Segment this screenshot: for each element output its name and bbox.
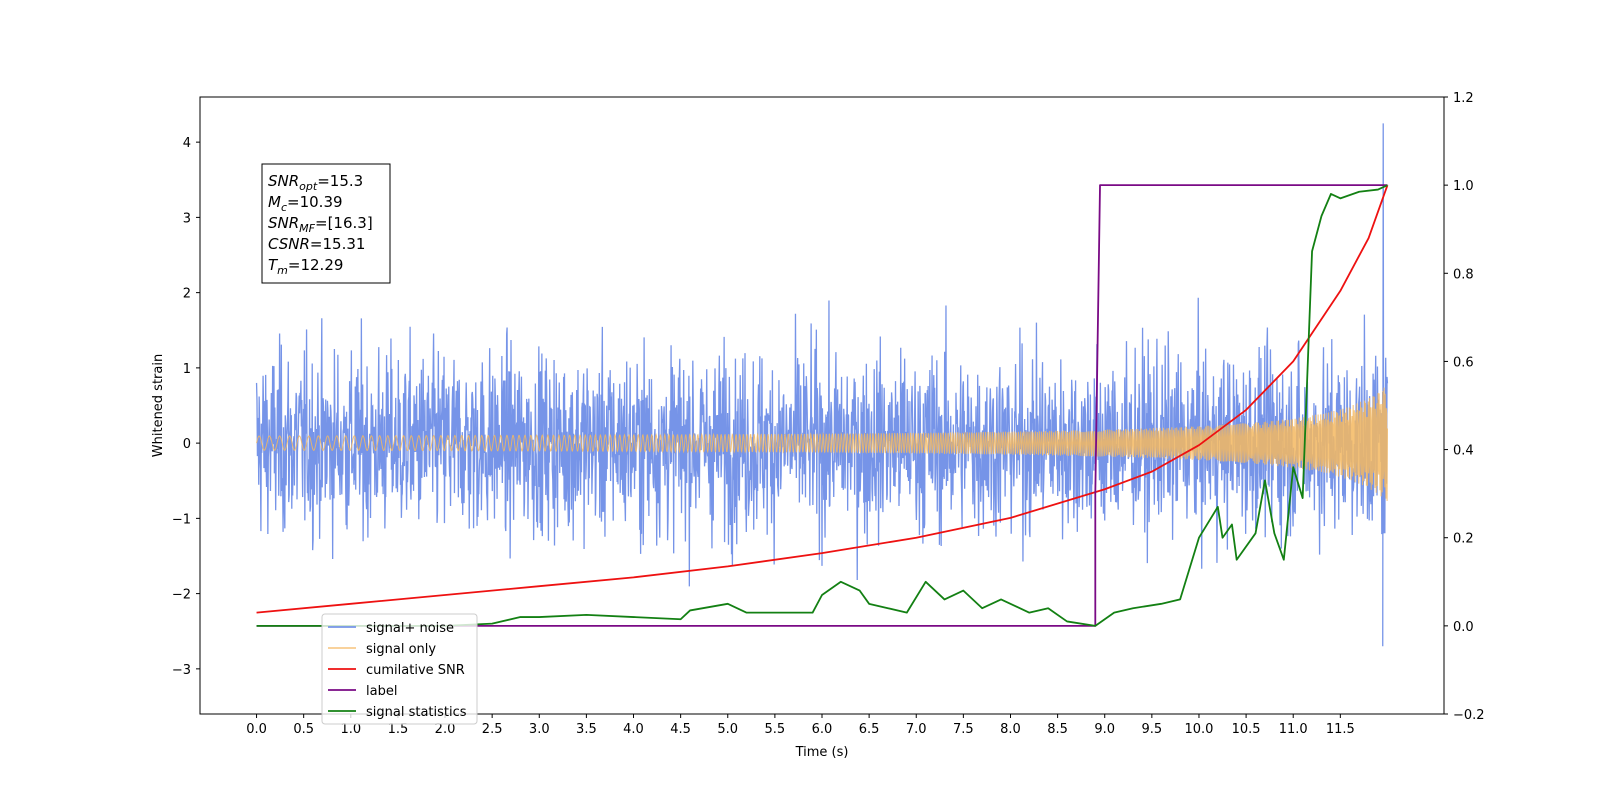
annotation-snr-mf: SNRMF=[16.3] [268,214,373,235]
x-tick-label: 5.0 [717,722,738,737]
y-tick-label: 2 [183,287,191,302]
y-axis-label: Whitened strain [151,354,166,457]
series-line-signal-only [256,387,1388,502]
x-tick-label: 2.0 [435,722,456,737]
series-line-label [256,184,1388,627]
annotation-box-frame [261,163,391,284]
y2-tick-label: 0.4 [1453,444,1474,459]
x-tick-label: 0.5 [293,722,314,737]
x-tick-label: 5.5 [765,722,786,737]
y-axis-right: −0.2 0.0 0.2 0.4 0.6 0.8 1.0 1.2 [1444,91,1485,723]
x-tick-label: 9.0 [1094,722,1115,737]
y-tick-label: 3 [183,211,191,226]
series-line-signal-statistics [256,184,1388,627]
x-tick-label: 6.0 [812,722,833,737]
x-tick-label: 1.5 [388,722,409,737]
y2-tick-label: 0.8 [1453,267,1474,282]
x-tick-label: 11.0 [1279,722,1308,737]
legend-entry-label: cumilative SNR [366,663,465,678]
y-tick-label: 4 [183,136,191,151]
signal-only-series [256,387,1388,502]
right-axis-series [256,184,1389,627]
y2-tick-label: 1.2 [1453,91,1474,106]
legend-entry-label: signal+ noise [366,621,454,636]
y-tick-label: −3 [172,663,191,678]
x-tick-label: 3.0 [529,722,550,737]
y2-tick-label: 0.2 [1453,532,1474,547]
x-tick-label: 8.5 [1047,722,1068,737]
y2-tick-label: 0.6 [1453,355,1474,370]
y-tick-label: 0 [183,437,191,452]
annotation-csnr: CSNR=15.31 [268,235,365,253]
x-tick-label: 7.0 [906,722,927,737]
signal-noise-series [255,123,1389,647]
y2-tick-label: 1.0 [1453,179,1474,194]
x-tick-label: 1.0 [340,722,361,737]
x-tick-label: 7.5 [953,722,974,737]
x-tick-label: 8.0 [1000,722,1021,737]
x-axis-label: Time (s) [795,745,849,760]
y2-tick-label: 0.0 [1453,620,1474,635]
x-tick-label: 4.0 [623,722,644,737]
legend-entry-label: label [366,684,397,699]
y2-tick-label: −0.2 [1453,708,1485,723]
x-tick-label: 0.0 [246,722,267,737]
annotation-snr-opt: SNRopt=15.3 [268,172,363,193]
x-tick-label: 11.5 [1326,722,1355,737]
series-line-signal-noise [255,123,1389,647]
x-tick-label: 10.5 [1232,722,1261,737]
legend: signal+ noise signal only cumilative SNR la… [321,613,478,725]
annotation-mc: Mc=10.39 [268,193,343,214]
x-tick-label: 6.5 [859,722,880,737]
legend-entry-label: signal statistics [366,705,467,720]
y-tick-label: 1 [183,362,191,377]
legend-frame [321,613,478,725]
x-tick-label: 10.0 [1184,722,1213,737]
stats-annotation-box: SNRopt=15.3Mc=10.39SNRMF=[16.3]CSNR=15.3… [261,163,391,284]
annotation-tm: Tm=12.29 [268,256,343,277]
y-tick-label: −2 [172,588,191,603]
x-tick-label: 4.5 [670,722,691,737]
x-tick-label: 9.5 [1142,722,1163,737]
x-axis: 0.0 0.5 1.0 1.5 2.0 2.5 3.0 3.5 4.0 4.5 5.0 5.5 6.0 6… [246,714,1355,737]
x-tick-label: 3.5 [576,722,597,737]
legend-entry-label: signal only [366,642,436,657]
y-axis-left: −3 −2 −1 0 1 2 3 4 [172,136,200,678]
x-tick-label: 2.5 [482,722,503,737]
y-tick-label: −1 [172,512,191,527]
